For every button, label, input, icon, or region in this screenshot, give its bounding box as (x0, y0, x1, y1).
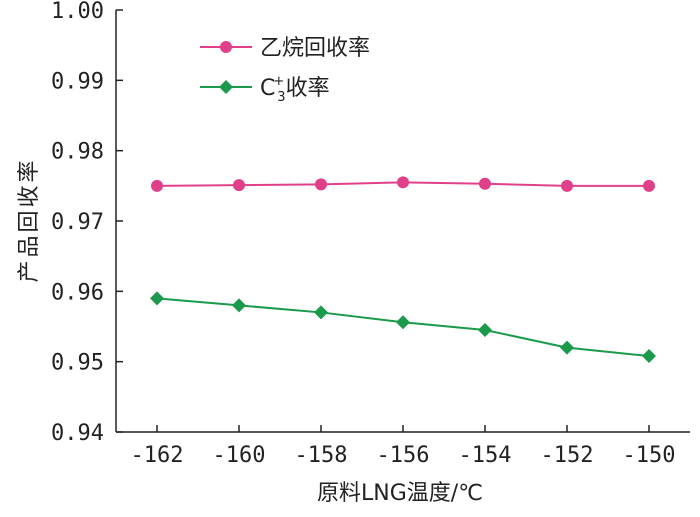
data-point-1 (314, 305, 328, 320)
x-tick-label: -158 (295, 443, 348, 468)
y-ticks: 1.00 0.99 0.98 0.97 0.96 0.95 0.94 (51, 0, 123, 446)
x-axis-title: 原料LNG温度/℃ (317, 481, 483, 506)
data-point-0 (315, 178, 327, 191)
x-tick-label: -154 (459, 443, 512, 468)
legend: 乙烷回收率 C+ 3收率 (200, 36, 370, 105)
axes (115, 10, 690, 433)
series-layer (150, 176, 656, 364)
legend-marker-c3 (219, 80, 233, 94)
y-tick-label: 0.97 (51, 210, 104, 235)
y-tick-label: 1.00 (51, 0, 104, 24)
y-tick-label: 0.99 (51, 69, 104, 94)
x-tick-label: -156 (377, 443, 430, 468)
y-tick-label: 0.96 (51, 280, 104, 305)
x-ticks: -162 -160 -158 -156 -154 -152 -150 (131, 425, 676, 468)
x-tick-label: -152 (541, 443, 594, 468)
data-point-0 (561, 179, 573, 192)
y-tick-label: 0.98 (51, 140, 104, 165)
legend-label-c3-sub: 3 (277, 90, 285, 105)
data-point-0 (479, 177, 491, 190)
x-tick-label: -162 (131, 443, 184, 468)
data-point-1 (642, 349, 656, 364)
y-tick-label: 0.94 (51, 421, 104, 446)
data-point-0 (643, 179, 655, 192)
y-axis-title: 产品回收率 (17, 157, 42, 282)
legend-label-ethane: 乙烷回收率 (260, 36, 370, 61)
data-point-1 (150, 291, 164, 306)
data-point-0 (233, 179, 245, 192)
x-tick-label: -160 (213, 443, 266, 468)
data-point-1 (560, 340, 574, 355)
legend-label-c3-sup: + (273, 74, 284, 89)
legend-item-ethane: 乙烷回收率 (200, 36, 370, 61)
y-tick-label: 0.95 (51, 351, 104, 376)
x-tick-label: -150 (623, 443, 676, 468)
legend-marker-ethane (220, 41, 232, 53)
legend-item-c3: C+ 3收率 (200, 74, 330, 105)
legend-label-c3: C+ 3收率 (260, 74, 330, 105)
data-point-1 (232, 298, 246, 313)
data-point-0 (397, 176, 409, 189)
data-point-1 (478, 323, 492, 338)
data-point-1 (396, 315, 410, 330)
legend-label-c3-suffix: 收率 (286, 76, 330, 101)
legend-label-c3-base: C (260, 76, 275, 101)
data-point-0 (151, 179, 163, 192)
